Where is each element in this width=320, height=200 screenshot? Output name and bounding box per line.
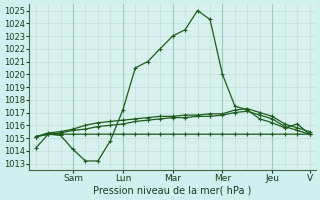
X-axis label: Pression niveau de la mer( hPa ): Pression niveau de la mer( hPa ) [93,186,252,196]
